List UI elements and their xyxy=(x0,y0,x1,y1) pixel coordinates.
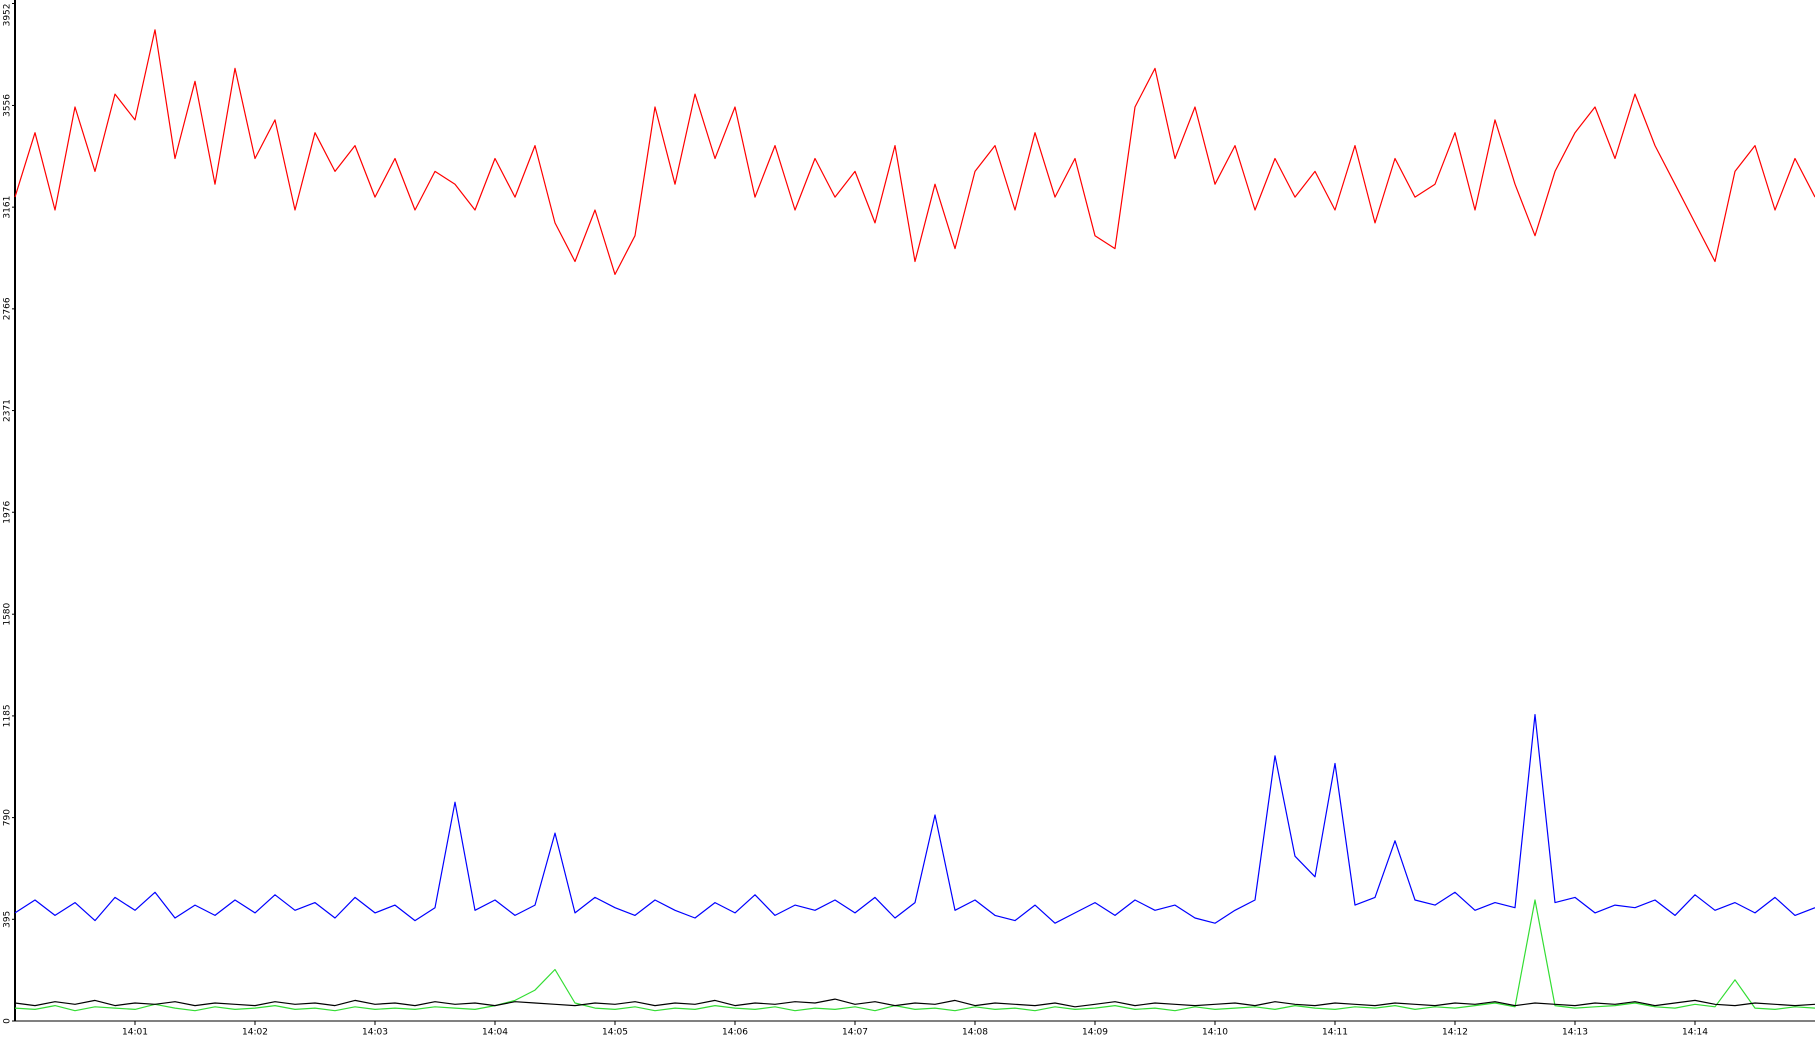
series-line xyxy=(14,998,1815,1008)
x-tick-label: 14:02 xyxy=(242,1028,268,1038)
y-tick-label: 395 xyxy=(3,911,13,928)
x-tick-label: 14:01 xyxy=(122,1028,148,1038)
x-tick-label: 14:07 xyxy=(842,1028,868,1038)
y-tick-label: 3161 xyxy=(3,196,13,219)
y-tick-label: 1976 xyxy=(3,501,13,524)
series-line xyxy=(14,29,1815,275)
x-tick-label: 14:13 xyxy=(1562,1028,1588,1038)
y-tick-label: 2371 xyxy=(3,399,13,422)
x-tick-label: 14:08 xyxy=(962,1028,988,1038)
y-tick-label: 3556 xyxy=(3,94,13,117)
y-tick-label: 790 xyxy=(3,809,13,826)
y-tick-label: 2766 xyxy=(3,297,13,320)
x-tick-label: 14:03 xyxy=(362,1028,388,1038)
x-tick-label: 14:06 xyxy=(722,1028,748,1038)
x-tick-label: 14:05 xyxy=(602,1028,628,1038)
y-tick-label: 3952 xyxy=(3,4,13,27)
x-tick-label: 14:11 xyxy=(1322,1028,1348,1038)
x-tick-label: 14:10 xyxy=(1202,1028,1228,1038)
x-tick-label: 14:14 xyxy=(1682,1028,1708,1038)
series-line xyxy=(14,899,1815,1012)
series-line xyxy=(14,714,1815,924)
x-tick-label: 14:09 xyxy=(1082,1028,1108,1038)
y-tick-label: 1580 xyxy=(3,602,13,625)
x-tick-label: 14:12 xyxy=(1442,1028,1468,1038)
y-tick-label: 1185 xyxy=(3,704,13,727)
y-tick-label: 0 xyxy=(3,1018,13,1024)
x-tick-label: 14:04 xyxy=(482,1028,508,1038)
